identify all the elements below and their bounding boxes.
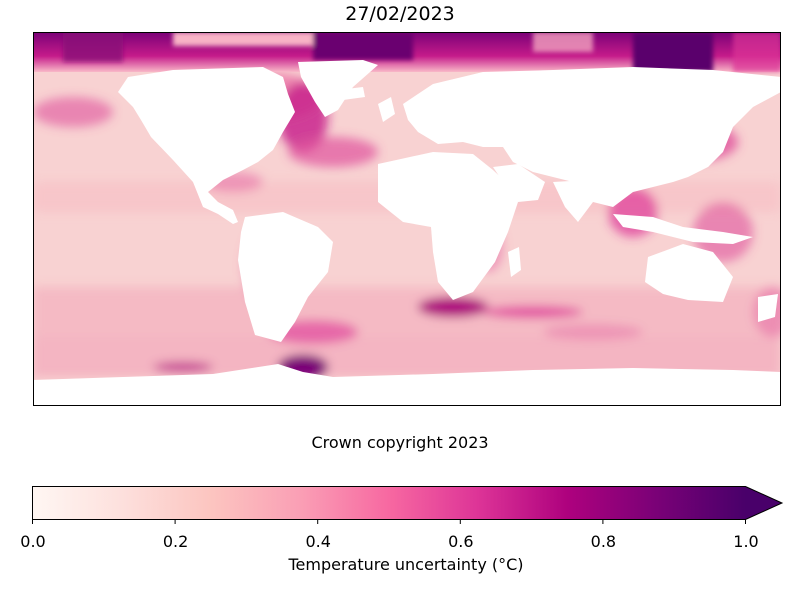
copyright-notice: Crown copyright 2023 (311, 433, 489, 452)
colorbar-outline (32, 486, 784, 520)
colorbar-tick-label: 0.8 (590, 532, 617, 551)
colorbar-ticks (32, 519, 746, 524)
land-uk (378, 97, 395, 122)
map-border (33, 32, 781, 406)
colorbar-tick-label: 0.0 (20, 532, 46, 551)
colorbar-tick-label: 1.0 (733, 532, 759, 551)
land-iceland (338, 87, 365, 100)
colorbar (32, 486, 784, 526)
land-arabia (493, 164, 545, 202)
land-indonesia (613, 214, 753, 244)
colorbar-gradient (32, 486, 746, 520)
colorbar-tick-label: 0.2 (162, 532, 189, 551)
land-north-america (118, 67, 295, 224)
land-antarctica (33, 364, 781, 406)
colorbar-extend-arrow (745, 486, 782, 520)
land-india (553, 180, 593, 222)
land-masses (33, 60, 781, 406)
land-africa (378, 152, 518, 300)
colorbar-tick-label: 0.4 (305, 532, 331, 551)
land-new-zealand (758, 294, 778, 322)
colorbar-label: Temperature uncertainty (°C) (288, 555, 524, 574)
land-madagascar (508, 247, 521, 277)
land-europe-asia (403, 67, 781, 207)
land-greenland (298, 60, 378, 117)
land-south-america (238, 212, 333, 342)
land-japan (701, 127, 723, 167)
uncertainty-map (33, 32, 781, 406)
arctic-variations (63, 32, 781, 72)
land-australia (645, 244, 733, 302)
map-title: 27/02/2023 (345, 3, 455, 25)
colorbar-tick-label: 0.6 (448, 532, 474, 551)
